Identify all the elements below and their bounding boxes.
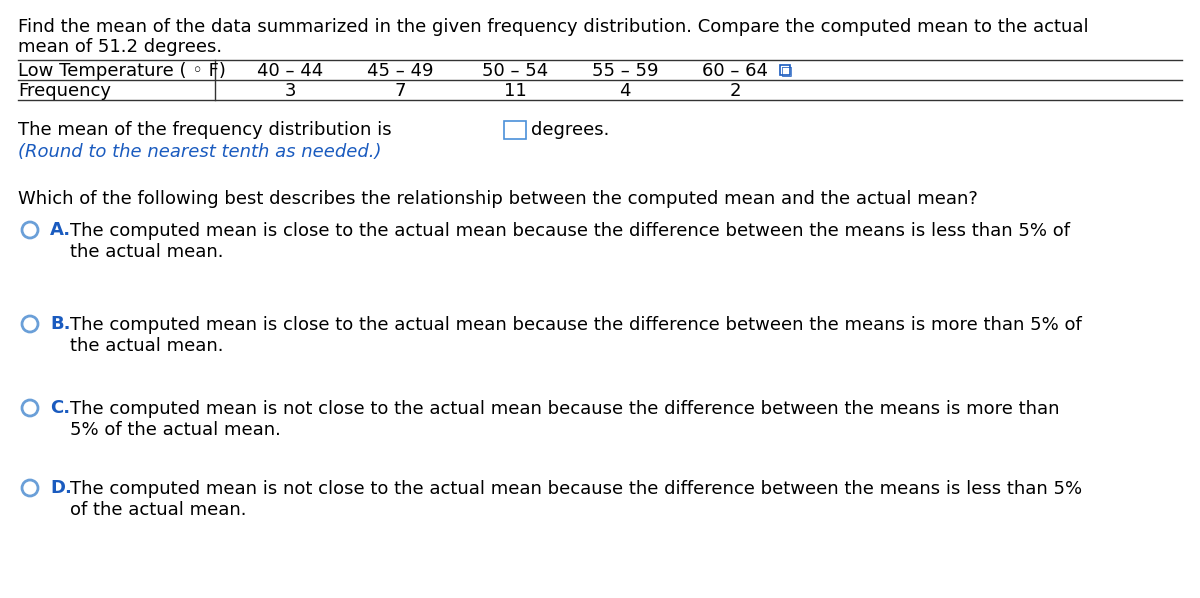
Text: 40 – 44: 40 – 44 xyxy=(257,62,323,80)
Text: Low Temperature ( ◦ F): Low Temperature ( ◦ F) xyxy=(18,62,226,80)
Text: 55 – 59: 55 – 59 xyxy=(592,62,659,80)
Text: 4: 4 xyxy=(619,82,631,100)
Text: D.: D. xyxy=(50,479,72,497)
Text: 2: 2 xyxy=(730,82,740,100)
Text: 50 – 54: 50 – 54 xyxy=(482,62,548,80)
Text: The computed mean is not close to the actual mean because the difference between: The computed mean is not close to the ac… xyxy=(70,400,1060,418)
Text: 7: 7 xyxy=(395,82,406,100)
Text: 5% of the actual mean.: 5% of the actual mean. xyxy=(70,421,281,439)
Text: degrees.: degrees. xyxy=(532,121,610,139)
Text: the actual mean.: the actual mean. xyxy=(70,337,223,355)
Text: mean of 51.2 degrees.: mean of 51.2 degrees. xyxy=(18,38,222,56)
Text: Frequency: Frequency xyxy=(18,82,112,100)
Text: the actual mean.: the actual mean. xyxy=(70,243,223,261)
Text: 60 – 64: 60 – 64 xyxy=(702,62,768,80)
Text: 45 – 49: 45 – 49 xyxy=(367,62,433,80)
Text: B.: B. xyxy=(50,315,71,333)
Bar xyxy=(504,121,526,139)
Text: Which of the following best describes the relationship between the computed mean: Which of the following best describes th… xyxy=(18,190,978,208)
Text: Find the mean of the data summarized in the given frequency distribution. Compar: Find the mean of the data summarized in … xyxy=(18,18,1088,36)
Text: C.: C. xyxy=(50,399,70,417)
FancyBboxPatch shape xyxy=(780,65,790,75)
Text: A.: A. xyxy=(50,221,71,239)
Text: The mean of the frequency distribution is: The mean of the frequency distribution i… xyxy=(18,121,391,139)
Text: The computed mean is close to the actual mean because the difference between the: The computed mean is close to the actual… xyxy=(70,222,1070,240)
Text: □: □ xyxy=(781,65,793,78)
Text: 3: 3 xyxy=(284,82,295,100)
Text: The computed mean is close to the actual mean because the difference between the: The computed mean is close to the actual… xyxy=(70,316,1081,334)
Text: of the actual mean.: of the actual mean. xyxy=(70,501,246,519)
Text: The computed mean is not close to the actual mean because the difference between: The computed mean is not close to the ac… xyxy=(70,480,1082,498)
Text: 11: 11 xyxy=(504,82,527,100)
Text: (Round to the nearest tenth as needed.): (Round to the nearest tenth as needed.) xyxy=(18,143,382,161)
